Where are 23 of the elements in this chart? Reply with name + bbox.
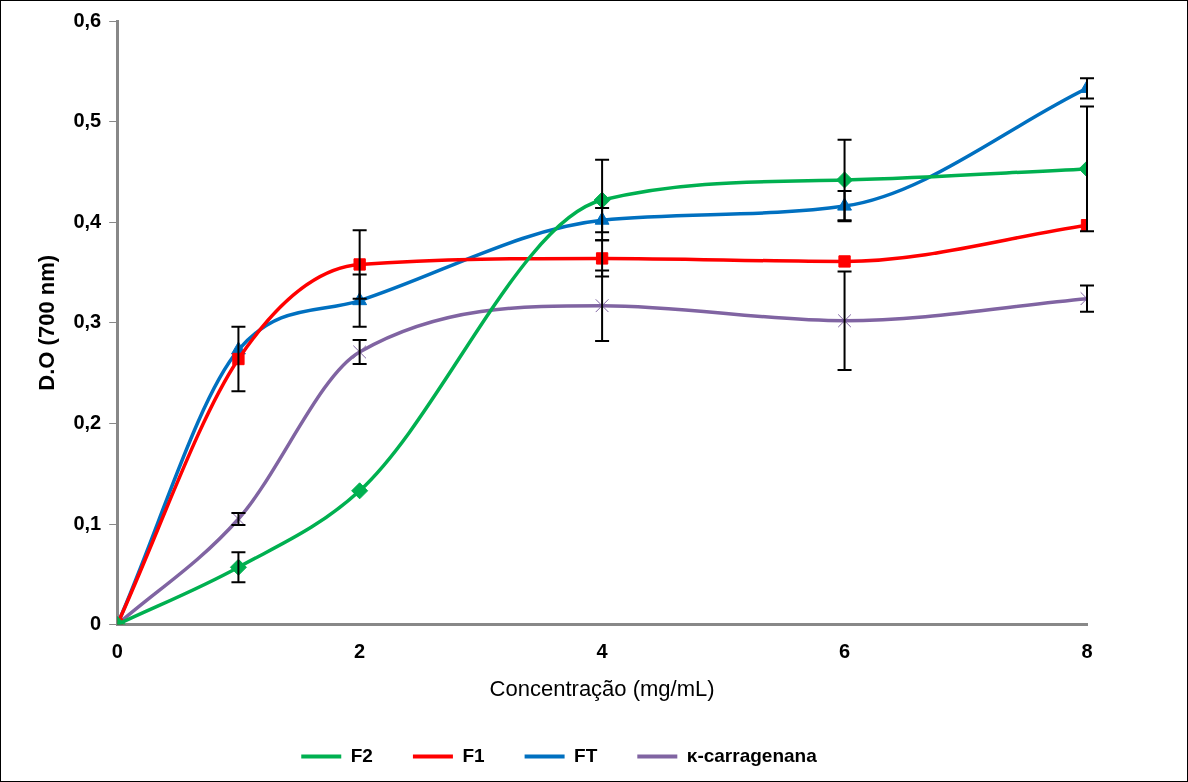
legend-label: F2: [350, 744, 373, 766]
point: [837, 313, 852, 328]
legend-label: κ-carragenana: [686, 744, 818, 766]
x-tick-label: 4: [596, 640, 609, 663]
x-tick-label: 0: [111, 640, 123, 663]
y-axis-title: D.O (700 nm): [34, 254, 60, 391]
y-tick-label: 0,2: [73, 410, 102, 433]
y-tick-label: 0,6: [73, 8, 102, 31]
x-tick-label: 6: [838, 640, 851, 663]
point: [838, 255, 851, 268]
legend-label: FT: [574, 744, 598, 766]
y-tick-label: 0: [90, 612, 102, 635]
point: [595, 298, 609, 313]
x-tick-label: 2: [354, 640, 366, 663]
legend-label: F1: [462, 744, 486, 766]
point: [351, 482, 369, 500]
x-tick-label: 8: [1081, 640, 1093, 663]
y-tick-label: 0,5: [73, 109, 102, 132]
y-tick-label: 0,1: [73, 511, 102, 534]
y-tick-label: 0,4: [73, 209, 103, 232]
point: [352, 345, 367, 359]
x-axis-title: Concentração (mg/mL): [489, 675, 715, 701]
y-tick-label: 0,3: [73, 310, 102, 333]
